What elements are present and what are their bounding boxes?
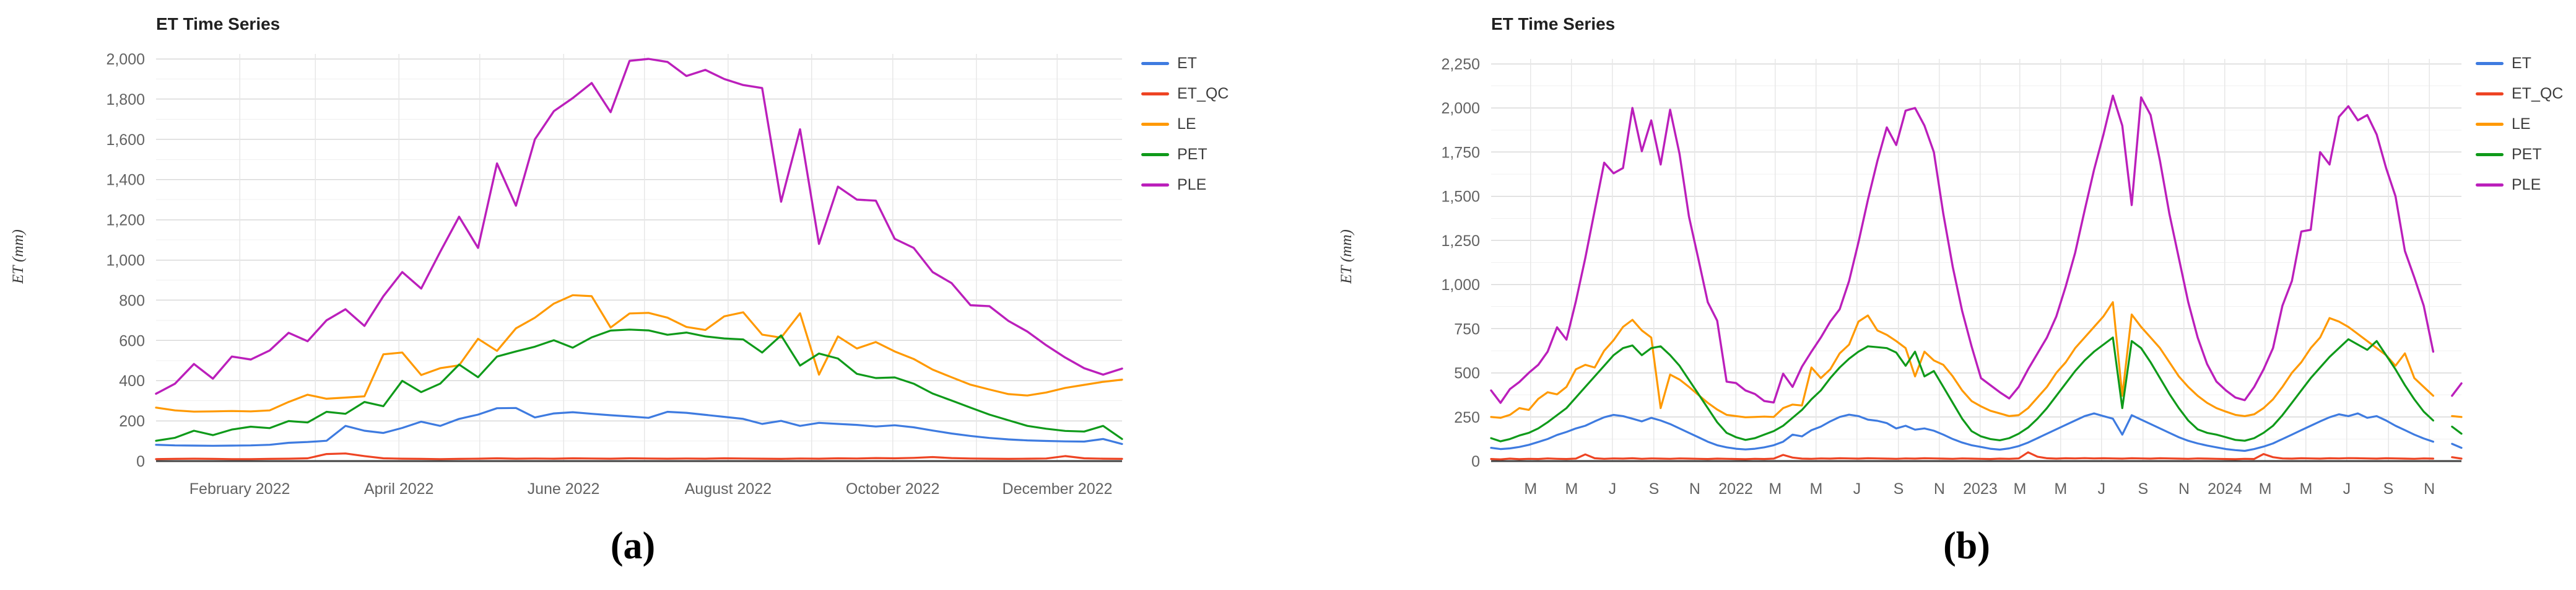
y-tick-label: 400 — [119, 372, 145, 390]
y-tick-label: 1,000 — [1441, 276, 1480, 294]
series-line-PLE — [1490, 94, 2463, 404]
y-tick-label: 1,250 — [1441, 232, 1480, 250]
x-tick-label: J — [2343, 480, 2351, 498]
x-tick-label: J — [1853, 480, 1861, 498]
legend-label: ET — [2512, 55, 2531, 72]
legend-swatch-PLE — [1141, 183, 1169, 187]
y-tick-label: 1,400 — [106, 172, 145, 189]
x-tick-label: M — [2300, 480, 2313, 498]
x-tick-label: February 2022 — [189, 480, 290, 498]
x-tick-label: June 2022 — [528, 480, 600, 498]
series-line-ET — [1490, 412, 2463, 452]
x-tick-label: J — [1609, 480, 1617, 498]
y-tick-label: 200 — [119, 413, 145, 430]
legend-label: PET — [2512, 146, 2542, 163]
legend-item-PET: PET — [1141, 146, 1229, 163]
legend-swatch-LE — [2476, 122, 2504, 126]
x-tick-label: M — [2259, 480, 2272, 498]
x-tick-label: December 2022 — [1003, 480, 1113, 498]
chart-b-y-axis-title: ET (mm) — [1338, 229, 1355, 284]
x-tick-label: S — [2383, 480, 2394, 498]
x-tick-label: M — [1524, 480, 1537, 498]
y-tick-label: 600 — [119, 332, 145, 350]
legend-label: LE — [2512, 115, 2531, 133]
y-tick-label: 1,750 — [1441, 144, 1480, 161]
x-tick-label: 2024 — [2208, 480, 2242, 498]
legend-item-PET: PET — [2476, 146, 2563, 163]
x-tick-label: N — [1689, 480, 1700, 498]
x-tick-label: 2022 — [1718, 480, 1753, 498]
chart-a-title: ET Time Series — [156, 14, 281, 33]
legend-label: ET_QC — [2512, 85, 2564, 102]
series-line-ET_QC — [155, 452, 1123, 460]
legend-swatch-ET_QC — [2476, 92, 2504, 95]
legend-swatch-PET — [1141, 152, 1169, 156]
legend-item-ET: ET — [2476, 55, 2563, 72]
legend-item-PLE: PLE — [1141, 176, 1229, 193]
x-tick-label: 2023 — [1963, 480, 1998, 498]
legend-swatch-ET — [2476, 61, 2504, 65]
legend-swatch-PLE — [2476, 183, 2504, 187]
legend-swatch-PET — [2476, 152, 2504, 156]
series-line-ET_QC — [1490, 451, 2463, 460]
chart-b-title: ET Time Series — [1491, 14, 1616, 33]
legend-label: PET — [1177, 146, 1208, 163]
y-tick-label: 2,000 — [106, 51, 145, 68]
x-tick-label: M — [1810, 480, 1823, 498]
y-tick-label: 2,000 — [1441, 100, 1480, 117]
series-line-LE — [1490, 301, 2463, 419]
legend-item-ET_QC: ET_QC — [1141, 85, 1229, 102]
series-line-PET — [1490, 337, 2463, 442]
x-tick-label: M — [1769, 480, 1782, 498]
y-tick-label: 0 — [136, 453, 145, 470]
legend-swatch-LE — [1141, 122, 1169, 126]
y-tick-label: 1,600 — [106, 131, 145, 149]
caption-b: (b) — [1943, 525, 1990, 567]
y-tick-label: 500 — [1454, 365, 1480, 382]
y-tick-label: 2,250 — [1441, 56, 1480, 73]
legend-item-ET: ET — [1141, 55, 1229, 72]
series-line-ET — [155, 407, 1123, 447]
x-tick-label: S — [1894, 480, 1904, 498]
chart-b-legend: ET ET_QC LE PET PLE — [2476, 55, 2563, 206]
caption-a: (a) — [610, 525, 656, 567]
legend-swatch-ET_QC — [1141, 92, 1169, 95]
y-tick-label: 1,500 — [1441, 188, 1480, 206]
legend-item-LE: LE — [2476, 115, 2563, 133]
x-tick-label: J — [2098, 480, 2106, 498]
legend-swatch-ET — [1141, 61, 1169, 65]
y-tick-label: 1,200 — [106, 212, 145, 229]
legend-item-LE: LE — [1141, 115, 1229, 133]
x-tick-label: October 2022 — [846, 480, 940, 498]
series-line-PET — [155, 328, 1123, 442]
x-tick-label: S — [1649, 480, 1660, 498]
x-tick-label: M — [1565, 480, 1578, 498]
y-tick-label: 0 — [1471, 453, 1480, 470]
y-tick-label: 250 — [1454, 409, 1480, 426]
x-tick-label: August 2022 — [685, 480, 772, 498]
series-line-PLE — [155, 58, 1123, 395]
x-tick-label: M — [2013, 480, 2026, 498]
y-tick-label: 800 — [119, 292, 145, 309]
chart-a-legend: ET ET_QC LE PET PLE — [1141, 55, 1229, 206]
legend-label: LE — [1177, 115, 1196, 133]
y-tick-label: 1,800 — [106, 91, 145, 108]
legend-label: ET — [1177, 55, 1197, 72]
series-line-LE — [155, 294, 1123, 413]
x-tick-label: N — [1934, 480, 1945, 498]
y-tick-label: 1,000 — [106, 252, 145, 270]
legend-label: PLE — [1177, 176, 1207, 193]
legend-label: ET_QC — [1177, 85, 1229, 102]
legend-label: PLE — [2512, 176, 2541, 193]
x-tick-label: S — [2138, 480, 2149, 498]
x-tick-label: M — [2054, 480, 2067, 498]
x-tick-label: N — [2424, 480, 2435, 498]
legend-item-ET_QC: ET_QC — [2476, 85, 2563, 102]
legend-item-PLE: PLE — [2476, 176, 2563, 193]
x-tick-label: April 2022 — [364, 480, 434, 498]
x-tick-label: N — [2178, 480, 2190, 498]
y-tick-label: 750 — [1454, 320, 1480, 338]
chart-a-y-axis-title: ET (mm) — [10, 229, 27, 284]
